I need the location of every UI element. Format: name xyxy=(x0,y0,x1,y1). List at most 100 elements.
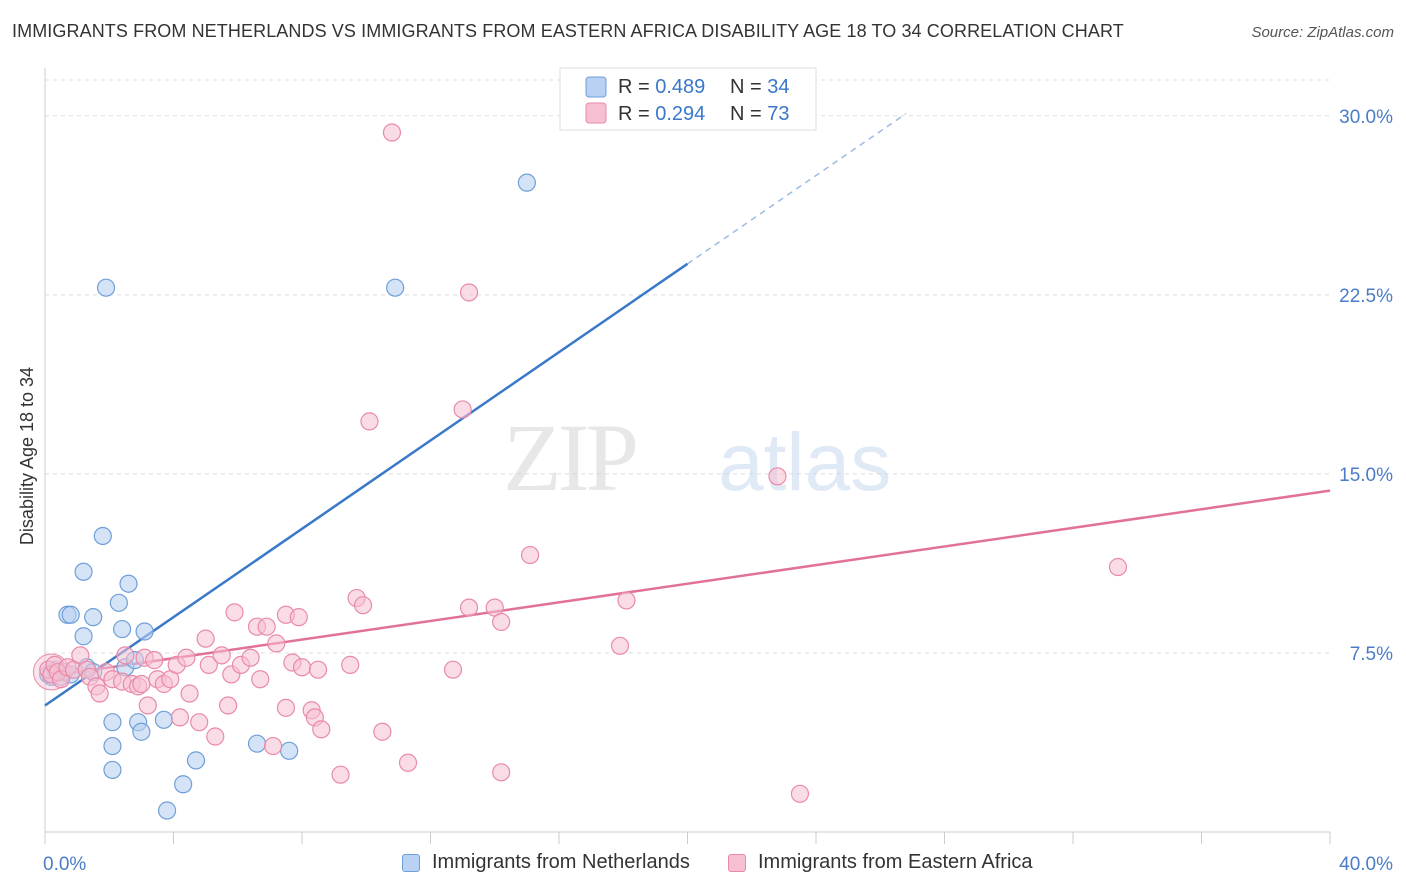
legend-n-value-1: 34 xyxy=(767,76,789,98)
legend-label-eastern-africa: Immigrants from Eastern Africa xyxy=(758,851,1033,873)
eastern-africa-point xyxy=(520,545,540,565)
eastern-africa-point xyxy=(180,684,199,703)
x-tick-labels: 0.0% 40.0% xyxy=(43,854,1393,875)
legend-box: R = 0.489 N = 34 R = 0.294 N = 73 xyxy=(559,67,817,131)
watermark-atlas: atlas xyxy=(718,417,891,508)
legend-label-netherlands: Immigrants from Netherlands xyxy=(432,851,690,873)
eastern-africa-point xyxy=(251,670,270,689)
eastern-africa-point xyxy=(241,648,260,667)
eastern-africa-point xyxy=(768,467,787,486)
eastern-africa-point xyxy=(116,646,135,665)
eastern-africa-point xyxy=(132,674,151,694)
netherlands-point xyxy=(135,622,154,641)
watermark: ZIP atlas xyxy=(503,404,891,511)
x-tick-label: 0.0% xyxy=(43,854,86,875)
eastern-africa-point xyxy=(492,612,511,632)
y-axis-label: Disability Age 18 to 34 xyxy=(17,367,37,545)
eastern-africa-point xyxy=(196,629,215,648)
legend-r-label-1: R = xyxy=(618,76,655,98)
legend-item-netherlands: Immigrants from Netherlands xyxy=(402,851,690,874)
netherlands-point xyxy=(154,710,173,729)
eastern-africa-point xyxy=(170,708,190,727)
watermark-zip: ZIP xyxy=(503,404,636,511)
y-tick-label: 7.5% xyxy=(1350,644,1393,665)
netherlands-point xyxy=(103,736,122,756)
eastern-africa-point xyxy=(790,784,810,803)
eastern-africa-point xyxy=(212,646,231,665)
y-tick-label: 15.0% xyxy=(1339,465,1393,486)
eastern-africa-point xyxy=(289,608,308,627)
legend-swatch-eastern-africa-bottom xyxy=(728,853,746,872)
netherlands-point xyxy=(517,173,536,192)
source-label: Source: ZipAtlas.com xyxy=(1251,24,1394,41)
netherlands-point xyxy=(386,278,405,297)
netherlands-point xyxy=(103,713,122,732)
eastern-africa-point xyxy=(199,655,218,674)
x-tick-label: 40.0% xyxy=(1339,854,1393,875)
netherlands-point xyxy=(84,608,103,627)
eastern-africa-point xyxy=(373,722,392,741)
netherlands-point xyxy=(119,574,138,593)
eastern-africa-trend-line xyxy=(44,489,1331,679)
eastern-africa-point xyxy=(459,283,479,302)
eastern-africa-point xyxy=(398,753,418,772)
eastern-africa-point xyxy=(341,655,360,674)
svg-text:N = 73: N = 73 xyxy=(730,103,790,125)
eastern-africa-points xyxy=(32,123,1128,803)
netherlands-point xyxy=(174,775,193,794)
netherlands-point xyxy=(157,801,177,820)
netherlands-point xyxy=(109,593,128,612)
legend-r-value-1: 0.489 xyxy=(655,76,705,98)
netherlands-point xyxy=(74,562,93,581)
chart-title: IMMIGRANTS FROM NETHERLANDS VS IMMIGRANT… xyxy=(12,21,1124,41)
eastern-africa-point xyxy=(276,698,296,717)
bottom-legend: Immigrants from Netherlands Immigrants f… xyxy=(0,851,1406,879)
netherlands-point xyxy=(280,741,299,760)
netherlands-point xyxy=(96,278,116,297)
eastern-africa-point xyxy=(177,648,196,667)
legend-swatch-eastern-africa xyxy=(585,102,607,124)
netherlands-point xyxy=(186,751,206,770)
eastern-africa-point xyxy=(90,684,109,703)
eastern-africa-point xyxy=(459,598,479,617)
legend-n-label-1: N = xyxy=(730,76,767,98)
eastern-africa-point xyxy=(292,658,312,677)
netherlands-point xyxy=(132,722,151,741)
eastern-africa-point xyxy=(610,636,630,655)
eastern-africa-point xyxy=(138,696,157,715)
netherlands-trend-extension xyxy=(687,113,907,265)
legend-swatch-netherlands-bottom xyxy=(402,853,420,872)
netherlands-point xyxy=(103,760,122,780)
eastern-africa-point xyxy=(219,696,238,715)
eastern-africa-point xyxy=(617,591,636,610)
eastern-africa-point xyxy=(190,713,209,732)
legend-r-label-2: R = xyxy=(618,103,655,125)
svg-text:N = 34: N = 34 xyxy=(730,76,790,98)
eastern-africa-point xyxy=(382,123,402,142)
eastern-africa-point xyxy=(263,736,283,756)
eastern-africa-point xyxy=(453,400,472,419)
eastern-africa-point xyxy=(1108,557,1128,577)
netherlands-point xyxy=(112,619,132,639)
eastern-africa-point xyxy=(443,660,463,679)
eastern-africa-point xyxy=(308,660,328,679)
netherlands-point xyxy=(93,526,112,546)
legend-r-value-2: 0.294 xyxy=(655,103,705,125)
eastern-africa-point xyxy=(331,765,350,784)
svg-text:R = 0.294: R = 0.294 xyxy=(618,103,705,125)
axes xyxy=(44,68,1331,844)
legend-n-label-2: N = xyxy=(730,103,767,125)
eastern-africa-point xyxy=(257,617,276,636)
eastern-africa-point xyxy=(353,596,373,615)
eastern-africa-point xyxy=(267,634,286,653)
legend-swatch-netherlands xyxy=(585,76,607,98)
eastern-africa-point xyxy=(206,727,225,746)
svg-text:R = 0.489: R = 0.489 xyxy=(618,76,705,98)
eastern-africa-point xyxy=(360,412,379,431)
eastern-africa-point xyxy=(492,763,511,782)
netherlands-point xyxy=(74,627,93,646)
y-tick-labels: 7.5% 15.0% 22.5% 30.0% xyxy=(1339,107,1393,665)
legend-n-value-2: 73 xyxy=(767,103,789,125)
eastern-africa-point xyxy=(145,651,164,670)
